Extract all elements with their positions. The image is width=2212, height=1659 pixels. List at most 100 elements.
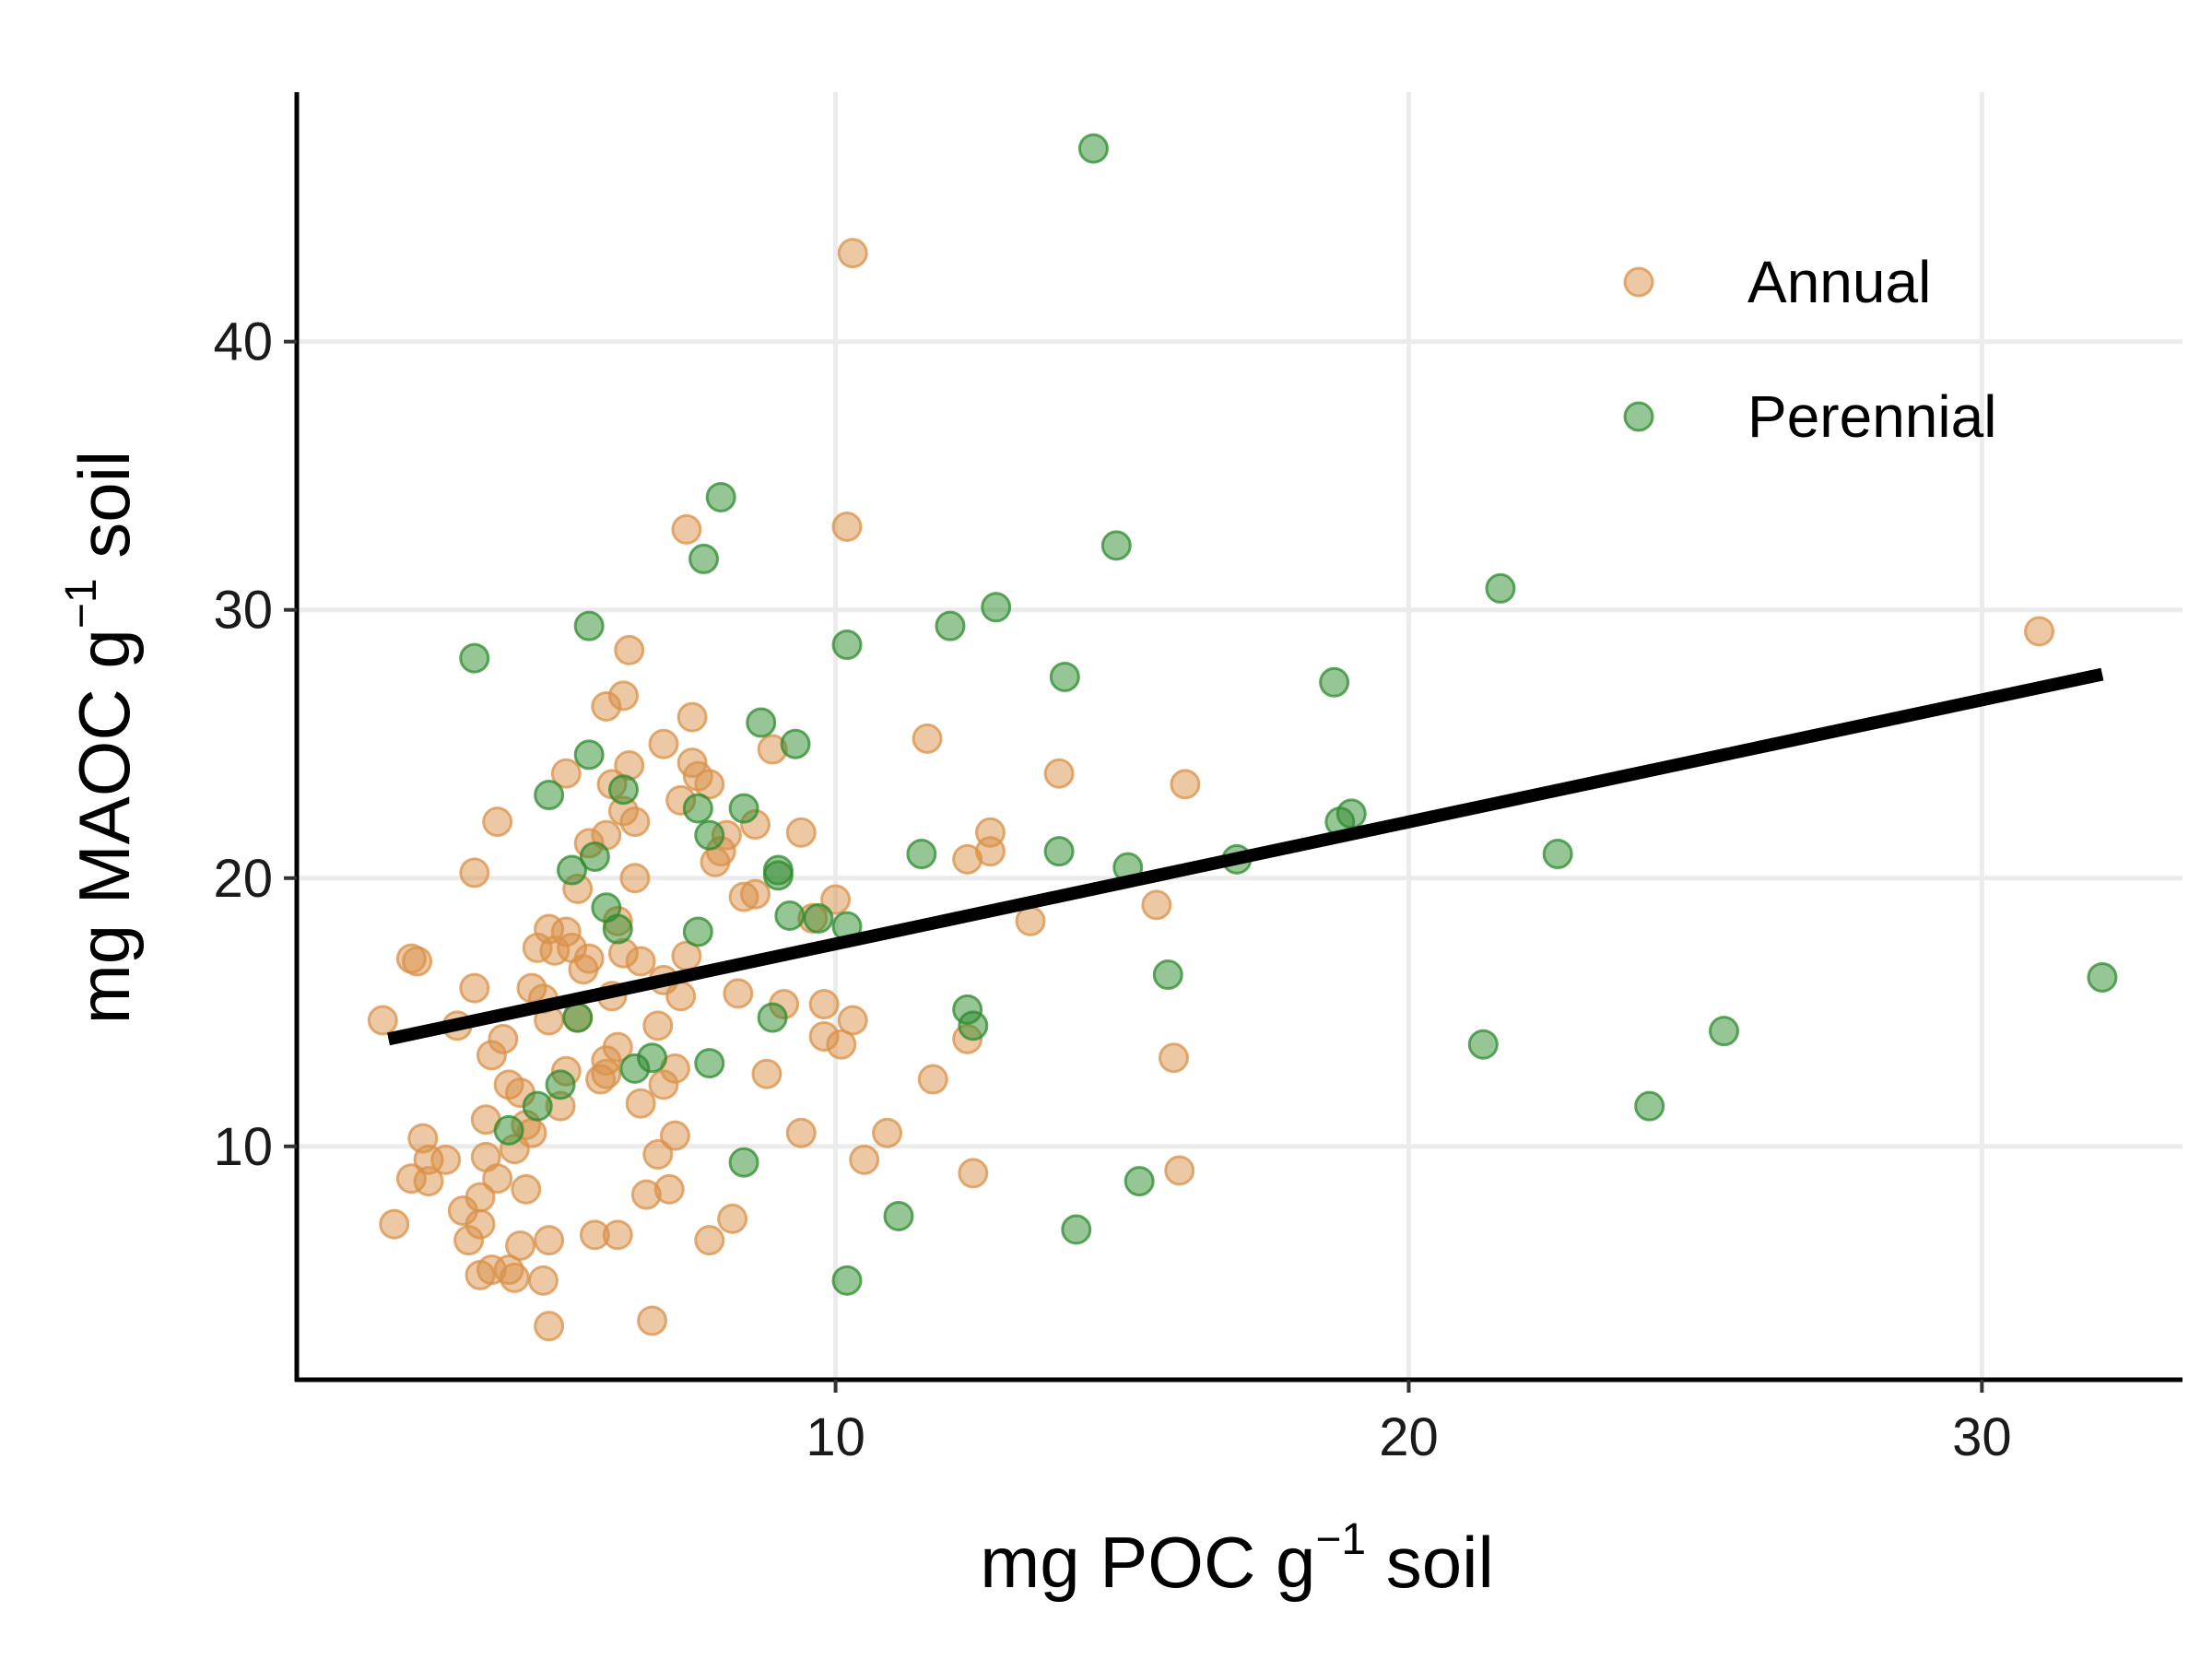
data-point-perennial: [1485, 572, 1516, 604]
data-point-annual: [872, 1117, 903, 1148]
data-point-annual: [826, 1029, 857, 1060]
data-point-perennial: [637, 1042, 668, 1074]
data-point-annual: [1158, 1042, 1189, 1074]
data-point-annual: [465, 1182, 496, 1213]
data-point-perennial: [1708, 1016, 1739, 1047]
trend-line: [387, 667, 2104, 1046]
data-point-annual: [958, 1158, 989, 1189]
data-point-perennial: [1077, 133, 1109, 164]
data-point-perennial: [545, 1069, 576, 1100]
data-point-perennial: [694, 819, 725, 851]
y-tick-label: 30: [213, 581, 273, 641]
data-point-annual: [482, 1163, 513, 1194]
y-tick-label: 20: [213, 849, 273, 909]
data-point-perennial: [2087, 961, 2118, 993]
y-axis-title: mg MAOC g−1 soil: [57, 451, 145, 1025]
data-point-perennial: [831, 629, 863, 661]
data-point-annual: [912, 723, 943, 754]
legend-key-perennial: [1623, 401, 1654, 432]
data-point-perennial: [534, 780, 565, 811]
data-point-annual: [619, 806, 651, 838]
data-point-perennial: [573, 739, 605, 771]
data-point-perennial: [774, 900, 806, 931]
data-point-annual: [677, 701, 708, 733]
data-point-perennial: [981, 592, 1012, 623]
data-point-perennial: [762, 860, 794, 891]
data-point-perennial: [459, 642, 490, 674]
data-points: [367, 133, 2118, 1342]
data-point-perennial: [883, 1200, 914, 1231]
data-point-annual: [527, 1265, 559, 1296]
data-point-annual: [974, 836, 1006, 867]
data-point-annual: [1015, 905, 1046, 936]
data-point-perennial: [1467, 1029, 1499, 1060]
data-point-perennial: [780, 728, 811, 759]
data-point-annual: [625, 1088, 656, 1119]
data-point-perennial: [1152, 959, 1183, 991]
data-point-annual: [1043, 758, 1075, 789]
data-point-annual: [534, 1311, 565, 1342]
data-point-annual: [614, 634, 645, 665]
data-point-annual: [642, 1139, 674, 1171]
trend-line-group: [387, 667, 2104, 1046]
data-point-annual: [367, 1005, 398, 1036]
data-point-perennial: [831, 1265, 863, 1296]
data-point-annual: [459, 972, 490, 1004]
data-point-perennial: [493, 1114, 524, 1146]
x-axis-title: mg POC g−1 soil: [980, 1515, 1494, 1603]
axes: [284, 92, 2183, 1393]
data-point-annual: [505, 1230, 536, 1261]
y-tick-label: 40: [213, 312, 273, 372]
data-point-perennial: [958, 1010, 989, 1041]
x-tick-label: 30: [1952, 1407, 2012, 1467]
data-point-perennial: [705, 481, 736, 512]
data-point-annual: [1164, 1155, 1195, 1186]
legend-key-annual: [1623, 266, 1654, 298]
data-point-perennial: [728, 793, 759, 824]
data-point-perennial: [682, 916, 713, 947]
data-point-annual: [653, 1173, 685, 1205]
data-point-perennial: [602, 913, 633, 945]
data-point-annual: [694, 769, 725, 800]
data-point-annual: [402, 946, 433, 977]
data-point-perennial: [557, 854, 588, 886]
data-point-annual: [820, 884, 852, 915]
data-point-perennial: [1061, 1214, 1092, 1245]
data-point-perennial: [682, 793, 713, 824]
legend-label-annual: Annual: [1747, 249, 1931, 315]
data-point-annual: [619, 863, 651, 894]
data-point-perennial: [906, 839, 937, 870]
data-point-perennial: [728, 1147, 759, 1178]
data-point-annual: [465, 1208, 496, 1240]
data-point-annual: [459, 857, 490, 888]
data-point-annual: [659, 1120, 690, 1151]
data-point-annual: [648, 728, 679, 759]
data-point-annual: [831, 511, 863, 542]
x-tick-label: 10: [806, 1407, 865, 1467]
data-point-annual: [837, 1005, 868, 1036]
data-point-perennial: [694, 1048, 725, 1079]
grid-lines: [297, 92, 2183, 1380]
data-point-annual: [430, 1144, 462, 1175]
data-point-perennial: [688, 543, 720, 574]
data-point-perennial: [607, 774, 639, 806]
data-point-annual: [413, 1166, 444, 1197]
data-point-annual: [751, 1058, 782, 1089]
data-point-annual: [917, 1064, 948, 1095]
data-point-annual: [602, 1219, 633, 1251]
data-point-perennial: [757, 1002, 788, 1033]
data-point-annual: [499, 1262, 530, 1293]
data-point-annual: [717, 1203, 748, 1234]
data-point-annual: [488, 1023, 519, 1054]
data-point-annual: [2024, 616, 2055, 647]
data-point-perennial: [1049, 661, 1080, 692]
data-point-perennial: [1319, 666, 1350, 698]
data-point-annual: [849, 1144, 880, 1175]
data-point-perennial: [1100, 530, 1132, 561]
y-tick-label: 10: [213, 1117, 273, 1177]
data-point-perennial: [573, 610, 605, 641]
data-point-annual: [1141, 889, 1172, 921]
data-point-annual: [534, 1225, 565, 1256]
legend-label-perennial: Perennial: [1747, 383, 1996, 450]
data-point-annual: [723, 978, 754, 1009]
